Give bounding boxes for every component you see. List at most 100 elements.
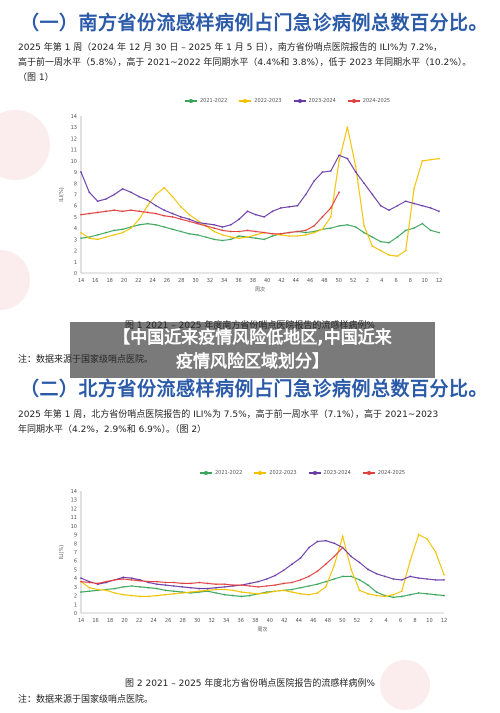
data-point bbox=[313, 231, 316, 234]
data-point bbox=[308, 593, 310, 596]
x-tick-label: 24 bbox=[149, 278, 155, 284]
data-point bbox=[296, 230, 299, 233]
data-point bbox=[232, 594, 234, 597]
legend-entry: 2021-2022 bbox=[200, 470, 242, 476]
legend-label: 2022-2023 bbox=[269, 470, 297, 476]
data-point bbox=[121, 231, 124, 234]
x-tick-label: 50 bbox=[336, 278, 342, 284]
y-axis-label: ILI(%) bbox=[59, 187, 65, 201]
data-point bbox=[346, 126, 349, 129]
data-point bbox=[181, 585, 184, 588]
data-point bbox=[113, 193, 116, 196]
data-point bbox=[163, 214, 166, 217]
data-point bbox=[221, 233, 224, 236]
section1-para-line3: （图 1） bbox=[18, 73, 54, 83]
legend-swatch bbox=[293, 98, 306, 103]
data-point bbox=[130, 594, 133, 597]
data-point bbox=[113, 587, 116, 590]
y-tick-label: 2 bbox=[74, 249, 77, 255]
y-tick-label: 7 bbox=[74, 550, 77, 556]
data-point bbox=[438, 210, 440, 213]
x-tick-label: 52 bbox=[350, 278, 356, 284]
data-point bbox=[265, 578, 268, 580]
data-point bbox=[329, 170, 332, 172]
legend-label: 2024-2025 bbox=[377, 470, 406, 476]
data-point bbox=[229, 230, 232, 233]
data-point bbox=[171, 216, 174, 218]
data-point bbox=[246, 229, 249, 232]
data-point bbox=[180, 205, 182, 208]
data-point bbox=[371, 193, 374, 196]
data-point bbox=[171, 195, 174, 198]
data-point bbox=[206, 582, 209, 585]
legend-swatch bbox=[308, 470, 321, 475]
data-point bbox=[291, 588, 293, 591]
y-tick-label: 8 bbox=[74, 181, 77, 187]
data-point bbox=[155, 223, 157, 226]
y-axis-label: ILI(%) bbox=[59, 545, 65, 559]
x-tick-label: 14 bbox=[78, 618, 84, 624]
data-point bbox=[88, 191, 91, 194]
data-point bbox=[88, 581, 91, 584]
data-point bbox=[429, 229, 432, 232]
data-point bbox=[163, 209, 166, 212]
data-point bbox=[113, 209, 116, 212]
y-tick-label: 10 bbox=[71, 524, 77, 530]
headline-overlay[interactable]: 【中国近来疫情风险低地区,中国近来 疫情风险区域划分】 bbox=[70, 322, 435, 378]
data-point bbox=[426, 538, 429, 540]
chart2-legend: 2021-2022 2022-2023 2023-2024 2024-2025 bbox=[200, 470, 405, 476]
data-point bbox=[164, 593, 167, 596]
data-point bbox=[122, 578, 125, 580]
data-point bbox=[229, 223, 232, 226]
virus-decoration bbox=[0, 110, 50, 180]
y-tick-label: 12 bbox=[71, 136, 77, 142]
x-tick-label: 22 bbox=[135, 278, 141, 284]
data-point bbox=[257, 585, 260, 588]
data-point bbox=[400, 578, 403, 581]
data-point bbox=[147, 580, 150, 583]
data-point bbox=[189, 591, 192, 593]
data-point bbox=[171, 228, 174, 231]
data-point bbox=[404, 200, 407, 203]
data-point bbox=[413, 187, 415, 190]
data-point bbox=[189, 582, 192, 585]
data-point bbox=[240, 595, 243, 598]
x-tick-label: 38 bbox=[252, 618, 258, 624]
data-point bbox=[121, 187, 124, 190]
legend-label: 2022-2023 bbox=[254, 98, 282, 104]
data-point bbox=[291, 591, 293, 593]
data-point bbox=[417, 592, 420, 594]
data-point bbox=[296, 204, 299, 207]
data-point bbox=[329, 216, 332, 218]
data-point bbox=[156, 594, 158, 597]
data-point bbox=[421, 222, 424, 225]
data-point bbox=[238, 237, 241, 240]
data-point bbox=[121, 228, 124, 231]
overlay-line2: 疫情风险区域划分】 bbox=[176, 352, 329, 372]
chart2-note: 注：数据来源于国家级哨点医院。 bbox=[18, 695, 154, 705]
data-point bbox=[254, 233, 257, 236]
data-point bbox=[122, 576, 125, 579]
data-point bbox=[254, 213, 257, 216]
data-point bbox=[80, 237, 82, 240]
data-point bbox=[265, 585, 268, 587]
data-point bbox=[223, 585, 226, 588]
data-point bbox=[324, 580, 327, 583]
y-tick-label: 11 bbox=[71, 148, 77, 154]
data-point bbox=[80, 231, 82, 234]
data-point bbox=[384, 575, 386, 578]
series-line-2024-2025 bbox=[80, 192, 340, 235]
y-tick-label: 12 bbox=[71, 506, 77, 512]
data-point bbox=[198, 590, 201, 593]
data-point bbox=[138, 223, 141, 226]
legend-swatch bbox=[200, 470, 212, 475]
data-point bbox=[279, 207, 282, 209]
data-point bbox=[263, 231, 266, 234]
data-point bbox=[196, 222, 199, 225]
data-point bbox=[413, 202, 415, 205]
data-point bbox=[338, 225, 340, 227]
data-point bbox=[291, 581, 293, 584]
data-point bbox=[379, 204, 382, 207]
data-point bbox=[181, 582, 184, 585]
